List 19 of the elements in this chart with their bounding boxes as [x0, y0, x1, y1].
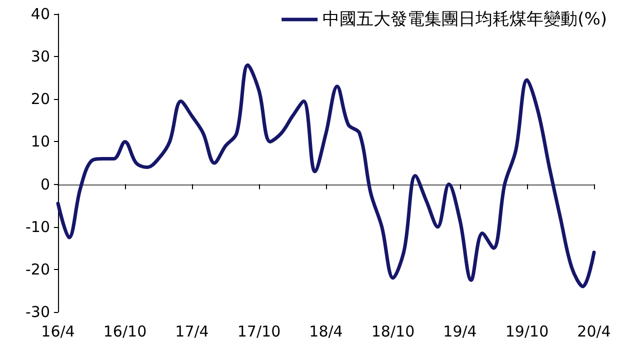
y-tick-label: -20 — [26, 260, 50, 278]
y-tick-label: 0 — [40, 175, 50, 194]
legend-label: 中國五大發電集團日均耗煤年變動(%) — [322, 10, 608, 30]
y-tick-label: 30 — [30, 48, 50, 66]
y-tick-label: 20 — [30, 90, 50, 108]
x-tick-label: 20/4 — [577, 322, 611, 340]
x-tick-label: 18/4 — [309, 322, 343, 340]
x-tick-label: 19/4 — [443, 322, 477, 340]
x-tick-label: 16/10 — [103, 322, 147, 340]
x-tick-label: 16/4 — [41, 322, 75, 340]
y-tick-label: 40 — [30, 5, 50, 23]
x-tick-label: 18/10 — [371, 322, 415, 340]
y-tick-label: -30 — [26, 303, 50, 321]
x-tick-label: 17/4 — [175, 322, 209, 340]
x-tick-label: 17/10 — [237, 322, 281, 340]
y-tick-label: 10 — [30, 132, 50, 151]
x-tick-label: 19/10 — [505, 322, 549, 340]
line-series — [56, 63, 596, 288]
y-tick-label: -10 — [26, 218, 50, 236]
